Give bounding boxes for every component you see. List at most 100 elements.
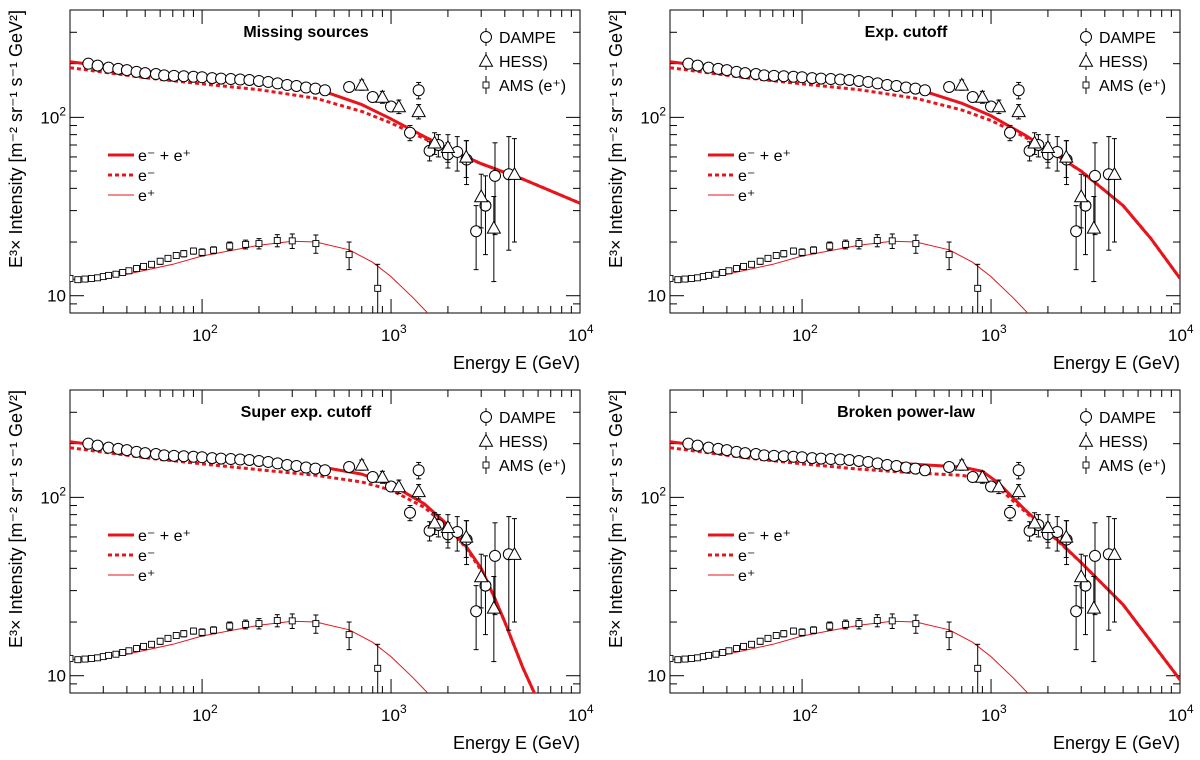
triangle-marker: [473, 568, 489, 583]
triangle-marker: [1107, 166, 1122, 180]
data-point: [139, 447, 152, 460]
square-marker: [798, 248, 806, 256]
square-marker: [888, 617, 896, 625]
square-marker: [945, 631, 953, 639]
square-marker: [273, 237, 281, 244]
data-point: [507, 138, 522, 243]
data-point: [691, 59, 704, 72]
legend-label: e⁻ + e⁺: [138, 528, 191, 545]
circle-marker: [343, 461, 356, 474]
legend-entry: AMS (e⁺): [482, 76, 566, 95]
circle-marker: [1004, 126, 1017, 139]
circle-marker: [196, 71, 209, 84]
data-point: [945, 621, 953, 651]
data-legend: DAMPE HESS) AMS (e⁺): [1078, 28, 1166, 95]
square-marker: [133, 645, 140, 653]
legend-entry: AMS (e⁺): [1082, 76, 1166, 95]
data-point: [798, 628, 806, 637]
legend-label: e⁺: [138, 188, 155, 205]
data-point: [739, 67, 752, 80]
data-point: [733, 265, 740, 273]
legend-entry: HESS): [1078, 432, 1148, 451]
data-point: [943, 81, 956, 94]
circle-marker: [139, 447, 152, 460]
data-point: [343, 461, 356, 474]
data-legend: DAMPE HESS) AMS (e⁺): [1078, 408, 1166, 475]
square-marker: [156, 257, 164, 265]
legend-label: e⁺: [738, 568, 755, 585]
data-point: [1107, 518, 1122, 623]
data-point: [756, 257, 764, 265]
square-marker: [789, 627, 797, 635]
data-point: [756, 637, 764, 645]
square-marker: [705, 651, 713, 659]
legend-label: AMS (e⁺): [499, 78, 566, 95]
plot-frame: [69, 389, 581, 694]
data-point: [180, 630, 188, 638]
square-marker: [855, 620, 863, 628]
data-point: [1102, 136, 1115, 251]
series-line-thin: [670, 240, 1029, 313]
data-point: [88, 274, 95, 282]
data-point: [189, 627, 197, 635]
legend-entry: DAMPE: [1080, 408, 1156, 427]
circle-marker: [918, 464, 931, 477]
data-point: [918, 84, 931, 97]
data-point: [112, 270, 120, 278]
triangle-marker: [991, 99, 1007, 113]
data-point: [458, 520, 474, 559]
triangle-marker: [1078, 53, 1094, 67]
model-legend: e⁻ + e⁺ e⁻ e⁺: [708, 148, 791, 205]
data-point: [91, 439, 104, 452]
data-point: [255, 618, 263, 630]
square-marker: [312, 240, 320, 248]
data-point: [712, 270, 720, 278]
square-marker: [733, 265, 740, 273]
data-point: [789, 247, 797, 255]
legend-label: e⁻ + e⁺: [738, 528, 791, 545]
circle-marker: [470, 605, 483, 618]
chart-panel: 102 103 104 10 102 Energy E (GeV) E³× Intensit…: [6, 389, 594, 753]
data-point: [681, 275, 689, 283]
triangle-marker: [375, 469, 390, 483]
x-tick-label: 103: [981, 322, 1007, 345]
circle-marker: [796, 451, 809, 464]
triangle-marker: [391, 99, 407, 113]
x-axis-label: Energy E (GeV): [453, 353, 580, 373]
legend-label: e⁻ + e⁺: [738, 148, 791, 165]
data-point: [451, 516, 464, 552]
square-marker: [81, 655, 89, 663]
circle-marker: [196, 451, 209, 464]
data-legend: DAMPE HESS) AMS (e⁺): [478, 408, 566, 475]
data-point: [375, 469, 390, 484]
square-marker: [273, 617, 281, 624]
triangle-marker: [954, 457, 970, 471]
circle-marker: [404, 126, 417, 139]
legend-entry: e⁻ + e⁺: [108, 148, 191, 165]
data-point: [796, 71, 809, 84]
data-point: [705, 651, 713, 659]
data-point: [1027, 512, 1042, 535]
square-marker: [1082, 81, 1090, 89]
legend-label: HESS): [499, 434, 548, 451]
data-point: [374, 643, 382, 693]
triangle-marker: [1011, 483, 1027, 498]
plot-area: [70, 437, 537, 693]
square-marker: [226, 242, 234, 250]
y-axis-label: E³× Intensity [m⁻² sr⁻¹ s⁻¹ GeV²]: [606, 390, 626, 648]
square-marker: [198, 248, 206, 256]
square-marker: [694, 274, 702, 282]
square-marker: [88, 654, 95, 662]
data-point: [954, 457, 970, 471]
triangle-marker: [440, 519, 456, 533]
legend-label: e⁻ + e⁺: [138, 148, 191, 165]
square-marker: [945, 251, 953, 259]
circle-marker: [796, 71, 809, 84]
data-point: [780, 630, 788, 638]
square-marker: [705, 271, 713, 279]
data-point: [740, 262, 747, 270]
triangle-marker: [391, 479, 407, 493]
x-tick-label: 104: [1168, 322, 1194, 345]
data-point: [94, 654, 102, 662]
data-point: [1086, 576, 1102, 663]
